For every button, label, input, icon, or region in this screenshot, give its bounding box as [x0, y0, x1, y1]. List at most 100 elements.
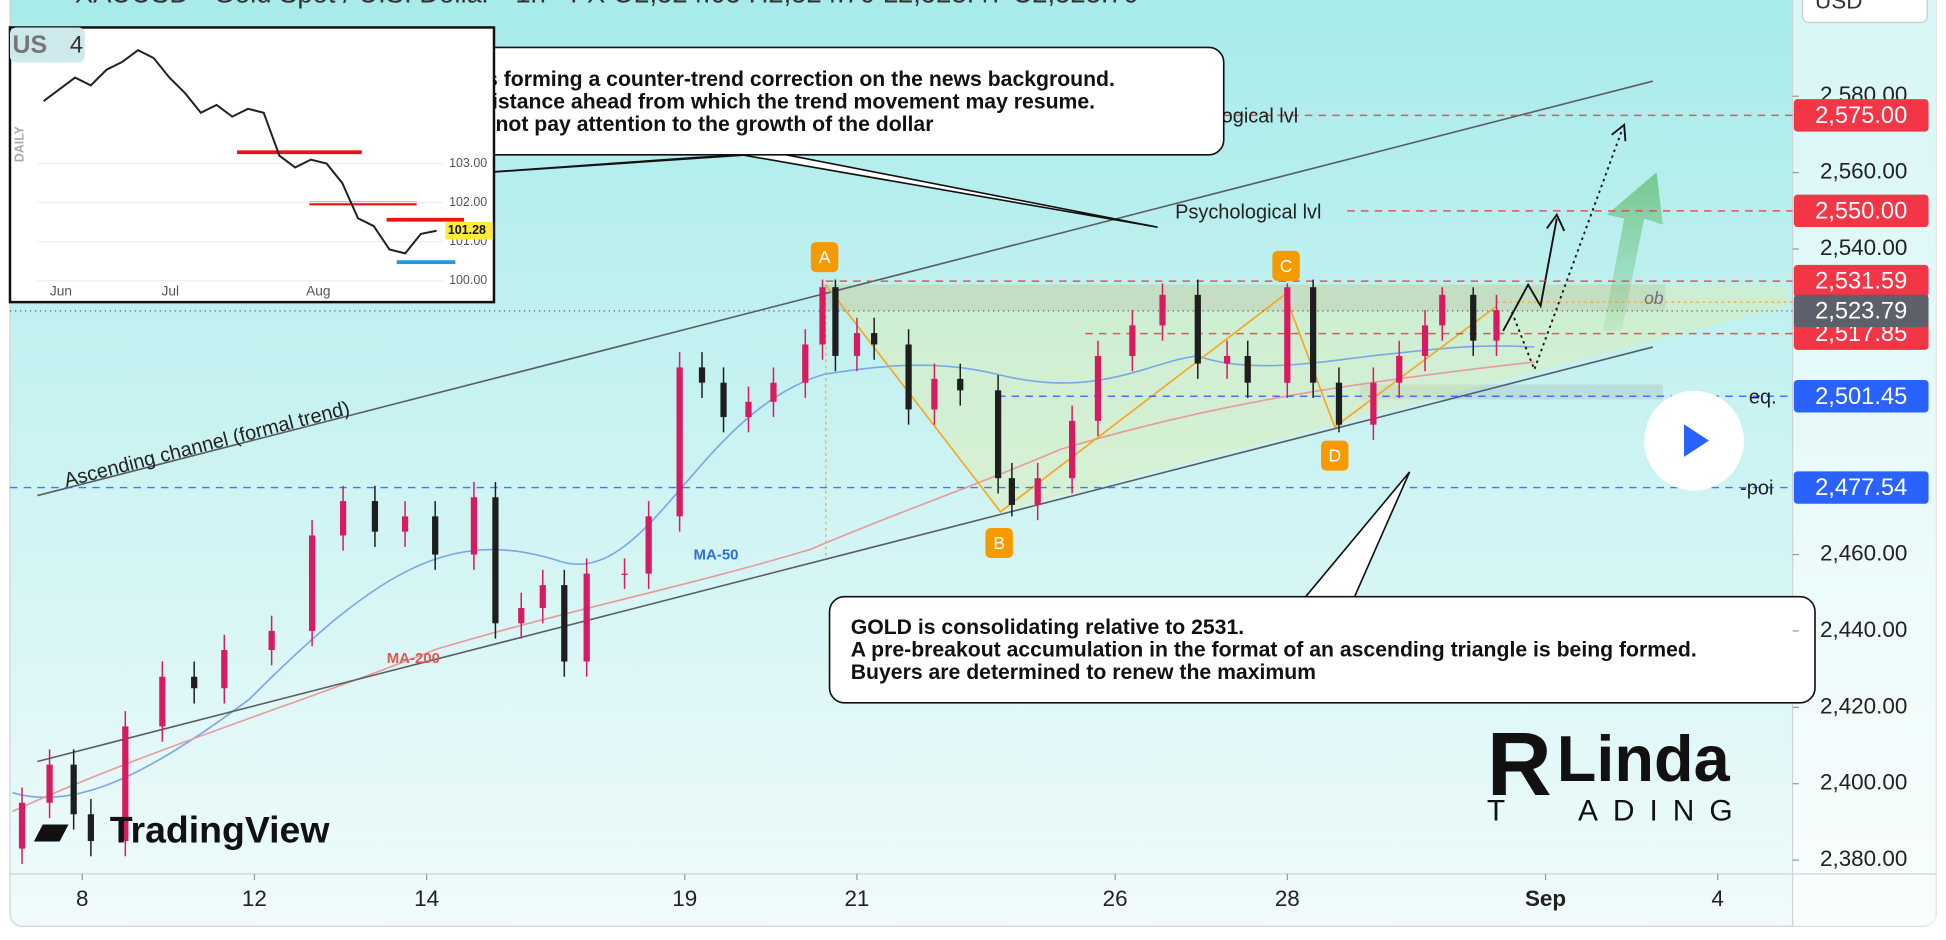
logo-tag: ADING: [1578, 795, 1748, 828]
candle-body: [994, 390, 1002, 479]
logo-t: T: [1487, 795, 1513, 828]
inset-last-badge: [445, 221, 493, 240]
candle-body: [1034, 478, 1041, 505]
candle-body: [770, 382, 777, 402]
green-arrow: [1602, 172, 1663, 331]
candle-body: [1194, 294, 1201, 364]
callout-pointer: [434, 153, 749, 177]
tv-icon: ▰: [34, 806, 69, 853]
badge: [1321, 440, 1349, 471]
inset-symbol: US: [12, 31, 47, 59]
badge: [810, 242, 839, 273]
level-label: 2,523.79: [1815, 298, 1907, 324]
candle-body: [1284, 287, 1291, 383]
candle-body: [957, 378, 964, 391]
candle-body: [308, 535, 316, 631]
candle-body: [1094, 355, 1102, 421]
logo-mark: R: [1487, 715, 1552, 815]
candle-body: [1159, 294, 1166, 326]
inset-count: 4: [70, 32, 83, 58]
badge-label: A: [819, 247, 831, 267]
triangle-zone: [825, 284, 1787, 512]
candle-body: [1069, 420, 1076, 479]
badge: [1272, 250, 1300, 281]
candle-body: [819, 287, 826, 345]
ob-label: ob: [1644, 288, 1664, 308]
level-label: 2,575.00: [1815, 103, 1907, 129]
currency[interactable]: USD: [1815, 0, 1862, 13]
inset-x-label: Jul: [162, 284, 180, 299]
x-tick-label: 28: [1275, 886, 1300, 911]
inset-x-label: Aug: [306, 284, 330, 299]
callout-text: GOLD does not pay attention to the growt…: [373, 113, 933, 136]
inset-badge: [9, 27, 85, 63]
inset-y-label: 103.00: [449, 156, 487, 170]
candle-body: [745, 401, 752, 418]
inset-y-label: 100.00: [449, 273, 487, 287]
candle-body: [191, 676, 198, 689]
level-badge: [1793, 471, 1929, 504]
level-label: 2,550.00: [1815, 198, 1907, 224]
candle-body: [832, 287, 839, 356]
inset-y-label: 102.00: [449, 195, 487, 209]
candle-body: [518, 608, 525, 624]
play-icon[interactable]: [1684, 424, 1709, 457]
candle-body: [1008, 478, 1015, 505]
candle-body: [1421, 325, 1429, 356]
badge-label: D: [1328, 445, 1341, 465]
candle-body: [905, 344, 912, 410]
candle-body: [871, 333, 878, 345]
marks: [9, 114, 1793, 864]
channel-upper: [37, 80, 1654, 497]
inset-line: [43, 49, 437, 255]
y-tick-label: 2,380.00: [1820, 846, 1907, 871]
tradingview-logo: TradingView: [110, 809, 331, 851]
candle-body: [645, 516, 652, 574]
candle-body: [676, 367, 683, 517]
candle-body: [470, 497, 478, 555]
projection-arrowhead: [1546, 212, 1566, 232]
currency-button[interactable]: [1801, 0, 1928, 24]
candle-body: [70, 764, 77, 815]
callout-text: There is resistance ahead from which the…: [373, 91, 1095, 114]
y-tick-label: 2,400.00: [1820, 770, 1907, 795]
candle-body: [339, 501, 347, 536]
x-tick-label: 12: [242, 886, 267, 911]
projection-dotted: [1511, 130, 1623, 373]
level-badge: [1793, 264, 1929, 298]
level-badge: [1793, 194, 1929, 228]
candle-body: [539, 585, 546, 609]
badge-label: C: [1280, 256, 1293, 276]
callout-text: GOLD is consolidating relative to 2531.: [851, 616, 1244, 639]
price-axis-area: [1792, 0, 1937, 927]
x-tick-label: 26: [1103, 886, 1128, 911]
y-tick-label: 2,460.00: [1820, 540, 1907, 565]
candle-body: [492, 497, 499, 624]
x-tick-label: 14: [414, 886, 439, 911]
candle-body: [18, 802, 26, 849]
badge: [985, 528, 1013, 559]
candle-body: [87, 814, 95, 841]
level-badge: [1793, 99, 1929, 132]
y-tick-label: 2,540.00: [1820, 235, 1907, 260]
candle-body: [853, 333, 861, 356]
candle-body: [720, 382, 727, 418]
level-label: 2,501.45: [1815, 384, 1907, 410]
candle-body: [1370, 382, 1377, 425]
projection-dotted-head: [1611, 122, 1627, 142]
candle-body: [159, 676, 166, 727]
candle-body: [268, 630, 275, 651]
channel-lower: [37, 346, 1654, 763]
candle-body: [931, 378, 938, 410]
y-tick-label: 2,420.00: [1820, 693, 1907, 718]
candle-body: [583, 573, 590, 662]
inset-last-label: 101.28: [448, 223, 486, 237]
candle-body: [561, 585, 568, 662]
candle-body: [221, 650, 228, 689]
candle-body: [1396, 355, 1403, 383]
y-tick-label: 2,560.00: [1820, 159, 1907, 184]
logo-name: Linda: [1557, 722, 1731, 795]
callout-text: The dollar is forming a counter-trend co…: [373, 68, 1115, 91]
